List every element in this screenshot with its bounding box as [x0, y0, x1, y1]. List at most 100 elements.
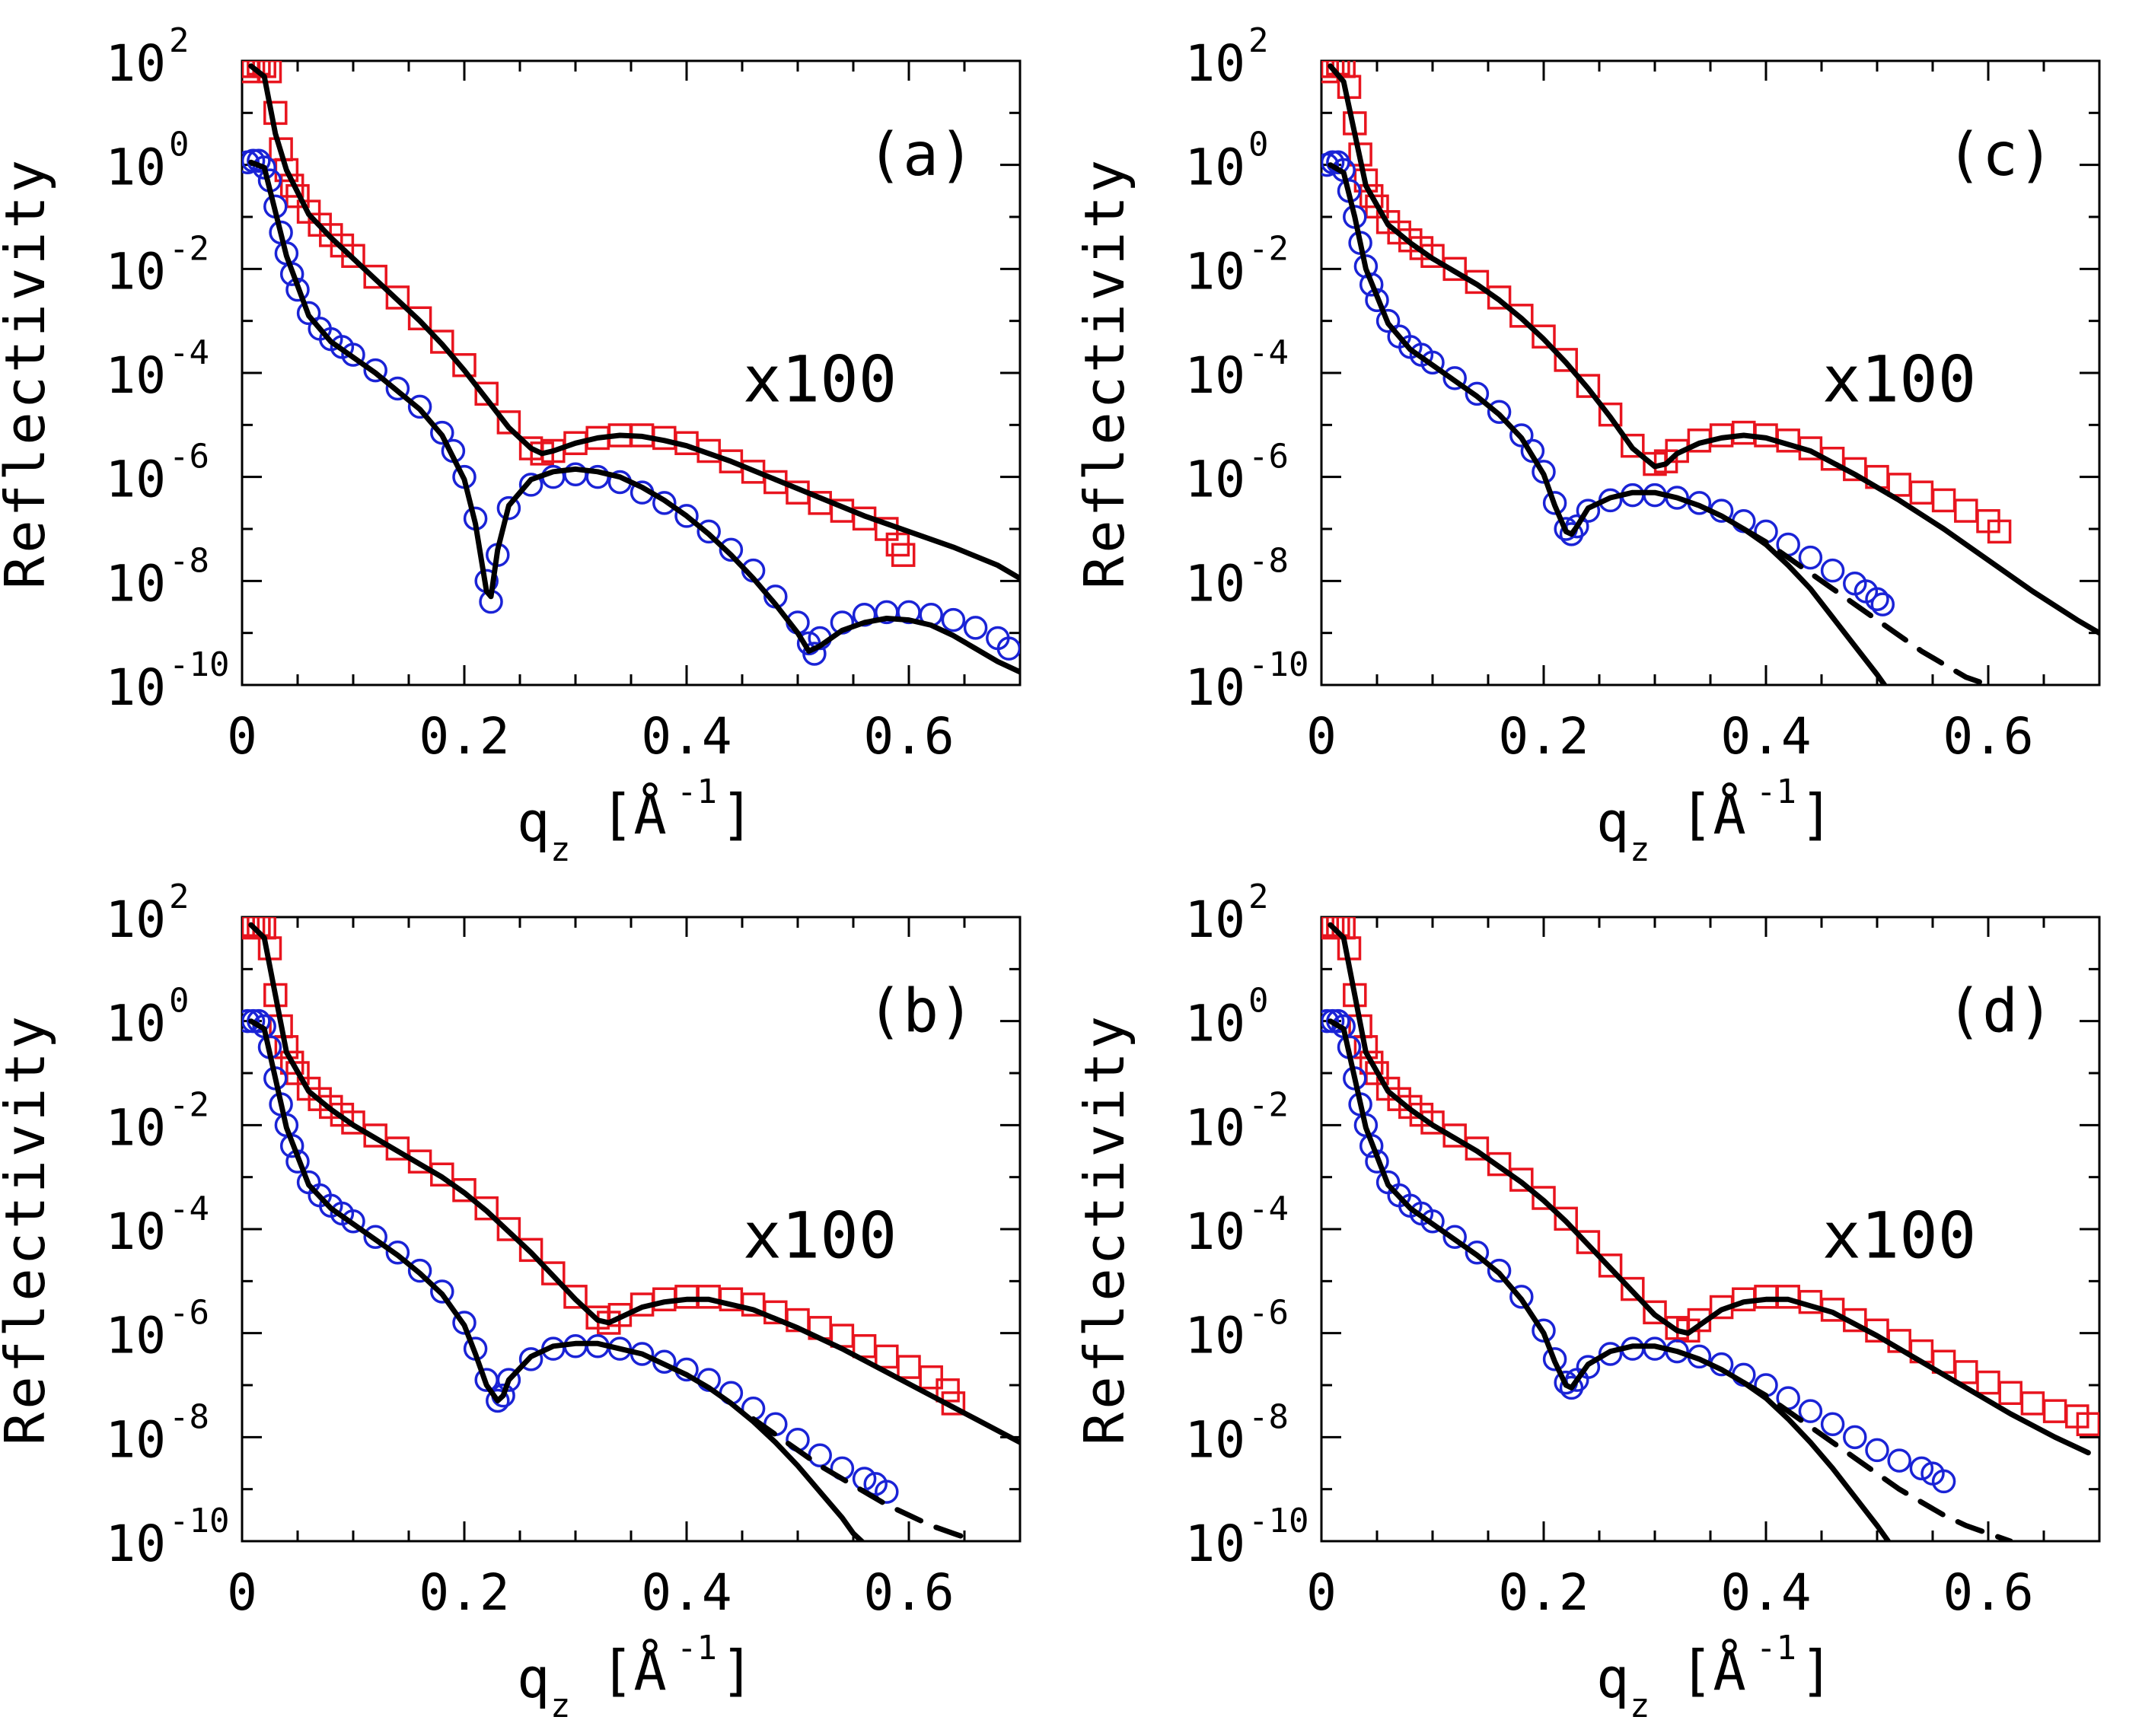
y-tick-exponent: -6	[169, 1294, 209, 1333]
data-point-square	[1353, 1035, 1379, 1059]
y-tick-base: 10	[1185, 995, 1245, 1053]
data-point-circle	[1909, 1456, 1934, 1481]
data-point-square	[452, 1178, 477, 1202]
x-axis-unit-prefix: [Å	[601, 1639, 667, 1703]
data-point-circle	[674, 504, 699, 528]
y-tick-label: 10 0	[106, 126, 190, 197]
y-tick-exponent: -4	[169, 1190, 209, 1228]
y-tick-base: 10	[1185, 1515, 1245, 1573]
x-tick-label: 0	[227, 707, 257, 766]
data-point-square	[1931, 488, 1956, 513]
x-axis-unit-prefix: [Å	[1680, 782, 1746, 846]
x-axis-unit-suffix: ]	[721, 782, 754, 846]
data-point-circle	[1326, 1008, 1350, 1034]
data-point-square	[1353, 168, 1379, 193]
y-tick-label: 10 2	[106, 21, 190, 93]
data-point-circle	[1532, 1318, 1556, 1343]
series-model-fit	[248, 1018, 866, 1541]
data-point-square	[1598, 402, 1623, 427]
plot-area	[1321, 917, 2099, 1541]
y-tick-label: 10 -4	[106, 333, 209, 405]
x-tick-label: 0.6	[863, 707, 954, 766]
y-tick-base: 10	[106, 346, 166, 405]
y-tick-exponent: -10	[169, 1502, 229, 1540]
y-tick-exponent: 2	[169, 878, 190, 916]
data-point-circle	[1931, 1469, 1956, 1494]
y-tick-label: 10 -8	[106, 541, 209, 613]
data-point-square	[2020, 1391, 2045, 1416]
data-point-square	[919, 1365, 943, 1390]
data-point-circle	[1798, 1399, 1823, 1423]
data-point-square	[1532, 1186, 1556, 1210]
data-point-square	[936, 1378, 960, 1403]
scale-annotation: x100	[743, 1199, 897, 1273]
x-axis-unit-prefix: [Å	[1680, 1639, 1746, 1703]
data-point-square	[1554, 1206, 1578, 1231]
data-point-square	[242, 917, 260, 940]
data-point-square	[1442, 1123, 1467, 1148]
data-point-circle	[430, 420, 454, 445]
data-point-square	[474, 381, 499, 406]
y-tick-exponent: 0	[169, 126, 190, 164]
data-point-circle	[1559, 522, 1584, 546]
data-point-circle	[652, 491, 677, 515]
y-tick-base: 10	[1185, 1098, 1245, 1157]
data-point-square	[407, 1149, 432, 1174]
data-point-circle	[341, 1209, 365, 1234]
series-scaled-x100-data	[242, 917, 966, 1416]
y-axis-title: Reflectivity	[1073, 157, 1136, 589]
y-tick-exponent: 2	[1248, 878, 1269, 916]
data-point-circle	[296, 301, 321, 326]
y-tick-exponent: 0	[1248, 126, 1269, 164]
series-data	[242, 148, 1020, 666]
data-point-circle	[1442, 1225, 1467, 1249]
plot-area	[242, 917, 1020, 1541]
data-point-circle	[496, 495, 521, 521]
x-axis-unit-suffix: ]	[1800, 782, 1833, 846]
data-point-square	[1420, 1110, 1445, 1135]
y-tick-exponent: -2	[169, 1085, 209, 1124]
data-point-circle	[242, 1008, 260, 1034]
data-point-circle	[1798, 545, 1823, 570]
data-point-circle	[242, 1008, 266, 1034]
data-point-circle	[385, 1241, 410, 1265]
y-tick-base: 10	[1185, 554, 1245, 613]
y-tick-label: 10 0	[1185, 126, 1269, 197]
x-axis-unit-suffix: ]	[721, 1639, 754, 1703]
y-tick-base: 10	[106, 451, 166, 509]
x-axis-unit-exponent: -1	[1756, 772, 1796, 811]
data-point-circle	[1542, 1347, 1567, 1371]
data-point-circle	[802, 642, 827, 666]
series-model-fit	[1328, 1018, 1892, 1541]
data-point-circle	[1843, 1425, 1867, 1450]
data-point-circle	[247, 1008, 271, 1034]
data-point-circle	[1576, 1355, 1601, 1379]
data-point-circle	[1509, 423, 1534, 448]
data-point-circle	[1487, 1258, 1512, 1283]
y-tick-label: 10 -6	[106, 1294, 209, 1365]
data-point-square	[1987, 519, 2012, 544]
y-tick-label: 10 -10	[1185, 1502, 1309, 1573]
y-tick-label: 10 2	[1185, 878, 1269, 949]
data-point-square	[385, 285, 410, 310]
x-tick-label: 0.4	[1720, 707, 1811, 766]
series-extended-fit	[1741, 1380, 2013, 1541]
data-point-square	[1487, 285, 1512, 310]
series-model-fit-x100-	[248, 922, 1020, 1445]
series-data	[1321, 150, 1895, 616]
x-axis-title: q z [Å -1]	[517, 772, 754, 869]
data-point-circle	[1598, 1342, 1623, 1366]
x-axis-symbol: q	[517, 1646, 550, 1710]
x-axis-unit-exponent: -1	[677, 772, 717, 811]
series-data	[1321, 1008, 1956, 1494]
y-tick-base: 10	[106, 995, 166, 1053]
series-model-fit-x100-	[1328, 63, 2099, 636]
data-point-circle	[247, 148, 271, 173]
x-axis-subscript: z	[550, 830, 571, 869]
data-point-square	[1509, 304, 1534, 328]
x-tick-label: 0.2	[1498, 707, 1589, 766]
y-tick-exponent: -10	[1248, 1502, 1308, 1540]
x-axis-title: q z [Å -1]	[1596, 772, 1833, 869]
data-point-circle	[1465, 381, 1490, 406]
